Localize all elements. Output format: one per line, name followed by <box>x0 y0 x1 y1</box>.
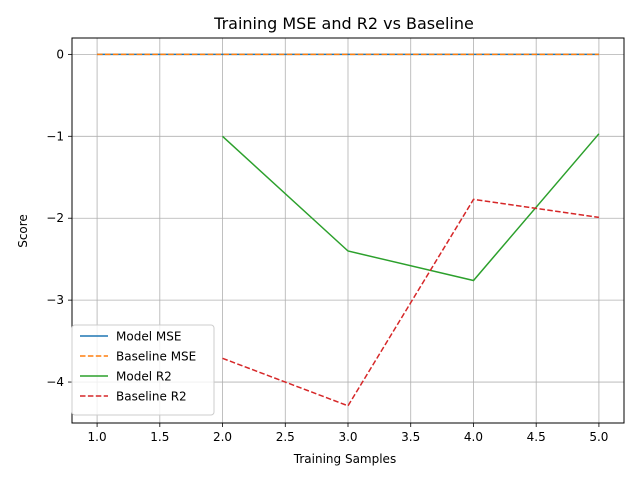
legend-label: Baseline MSE <box>116 350 196 364</box>
x-tick-label: 3.5 <box>401 430 420 444</box>
y-tick-label: −3 <box>46 293 64 307</box>
x-tick-label: 2.5 <box>276 430 295 444</box>
y-axis-label: Score <box>16 214 30 248</box>
y-tick-label: −2 <box>46 211 64 225</box>
y-tick-label: −4 <box>46 375 64 389</box>
x-tick-label: 2.0 <box>213 430 232 444</box>
chart-title: Training MSE and R2 vs Baseline <box>213 14 474 33</box>
legend-label: Model R2 <box>116 370 172 384</box>
x-tick-label: 4.0 <box>464 430 483 444</box>
series-lines <box>97 53 600 407</box>
series-line <box>222 198 600 407</box>
x-tick-label: 4.5 <box>527 430 546 444</box>
legend-label: Model MSE <box>116 330 181 344</box>
legend-label: Baseline R2 <box>116 390 187 404</box>
x-axis-label: Training Samples <box>293 452 396 466</box>
y-tick-label: 0 <box>56 47 64 61</box>
legend-box <box>71 324 215 416</box>
series-line <box>221 133 600 282</box>
x-tick-label: 5.0 <box>589 430 608 444</box>
y-axis-ticks: 0 −1 −2 −3 −4 <box>46 47 72 389</box>
x-axis-ticks: 1.0 1.5 2.0 2.5 3.0 3.5 4.0 4.5 5.0 <box>88 423 608 444</box>
x-tick-label: 3.0 <box>338 430 357 444</box>
x-tick-label: 1.0 <box>88 430 107 444</box>
legend: Model MSE Baseline MSE Model R2 Baseline R2 <box>71 324 215 416</box>
y-tick-label: −1 <box>46 129 64 143</box>
x-tick-label: 1.5 <box>150 430 169 444</box>
